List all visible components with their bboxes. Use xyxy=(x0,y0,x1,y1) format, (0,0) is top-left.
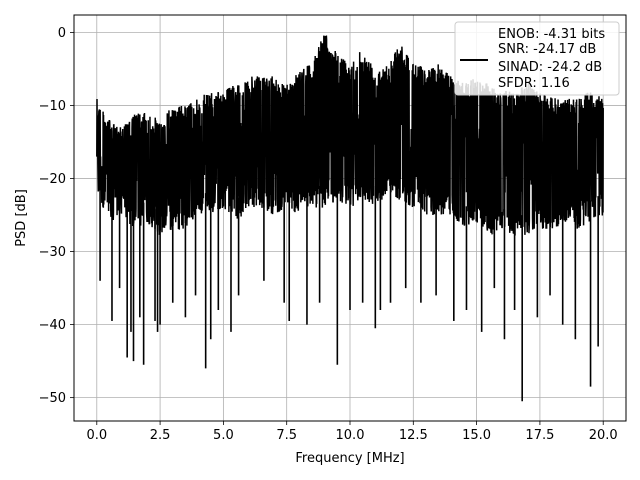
y-axis-ticks: 0 −10 −20 −30 −40 −50 xyxy=(39,26,74,406)
x-tick-label: 15.0 xyxy=(462,428,491,443)
y-tick-label: −30 xyxy=(39,245,66,260)
legend-box xyxy=(454,21,620,96)
x-tick-label: 5.0 xyxy=(213,428,234,443)
legend-text-enob: ENOB: -4.31 bits xyxy=(498,27,605,42)
y-tick-label: −20 xyxy=(39,172,66,187)
y-tick-label: 0 xyxy=(58,26,66,41)
x-axis-label: Frequency [MHz] xyxy=(295,451,404,466)
psd-series xyxy=(96,35,604,402)
x-tick-label: 20.0 xyxy=(589,428,618,443)
y-tick-label: −10 xyxy=(39,99,66,114)
x-tick-label: 10.0 xyxy=(336,428,365,443)
x-axis-ticks: 0.0 2.5 5.0 7.5 10.0 12.5 15.0 17.5 20.0 xyxy=(86,421,618,443)
x-tick-label: 0.0 xyxy=(86,428,107,443)
x-tick-label: 2.5 xyxy=(150,428,171,443)
legend: ENOB: -4.31 bits SNR: -24.17 dB SINAD: -… xyxy=(454,21,620,96)
legend-text-sfdr: SFDR: 1.16 xyxy=(498,76,570,91)
x-tick-label: 17.5 xyxy=(525,428,554,443)
legend-text-snr: SNR: -24.17 dB xyxy=(498,42,596,57)
y-axis-label: PSD [dB] xyxy=(14,189,29,247)
y-tick-label: −50 xyxy=(39,391,66,406)
psd-trace xyxy=(96,35,604,236)
x-tick-label: 12.5 xyxy=(399,428,428,443)
x-tick-label: 7.5 xyxy=(276,428,297,443)
legend-text-sinad: SINAD: -24.2 dB xyxy=(498,60,602,75)
y-tick-label: −40 xyxy=(39,318,66,333)
